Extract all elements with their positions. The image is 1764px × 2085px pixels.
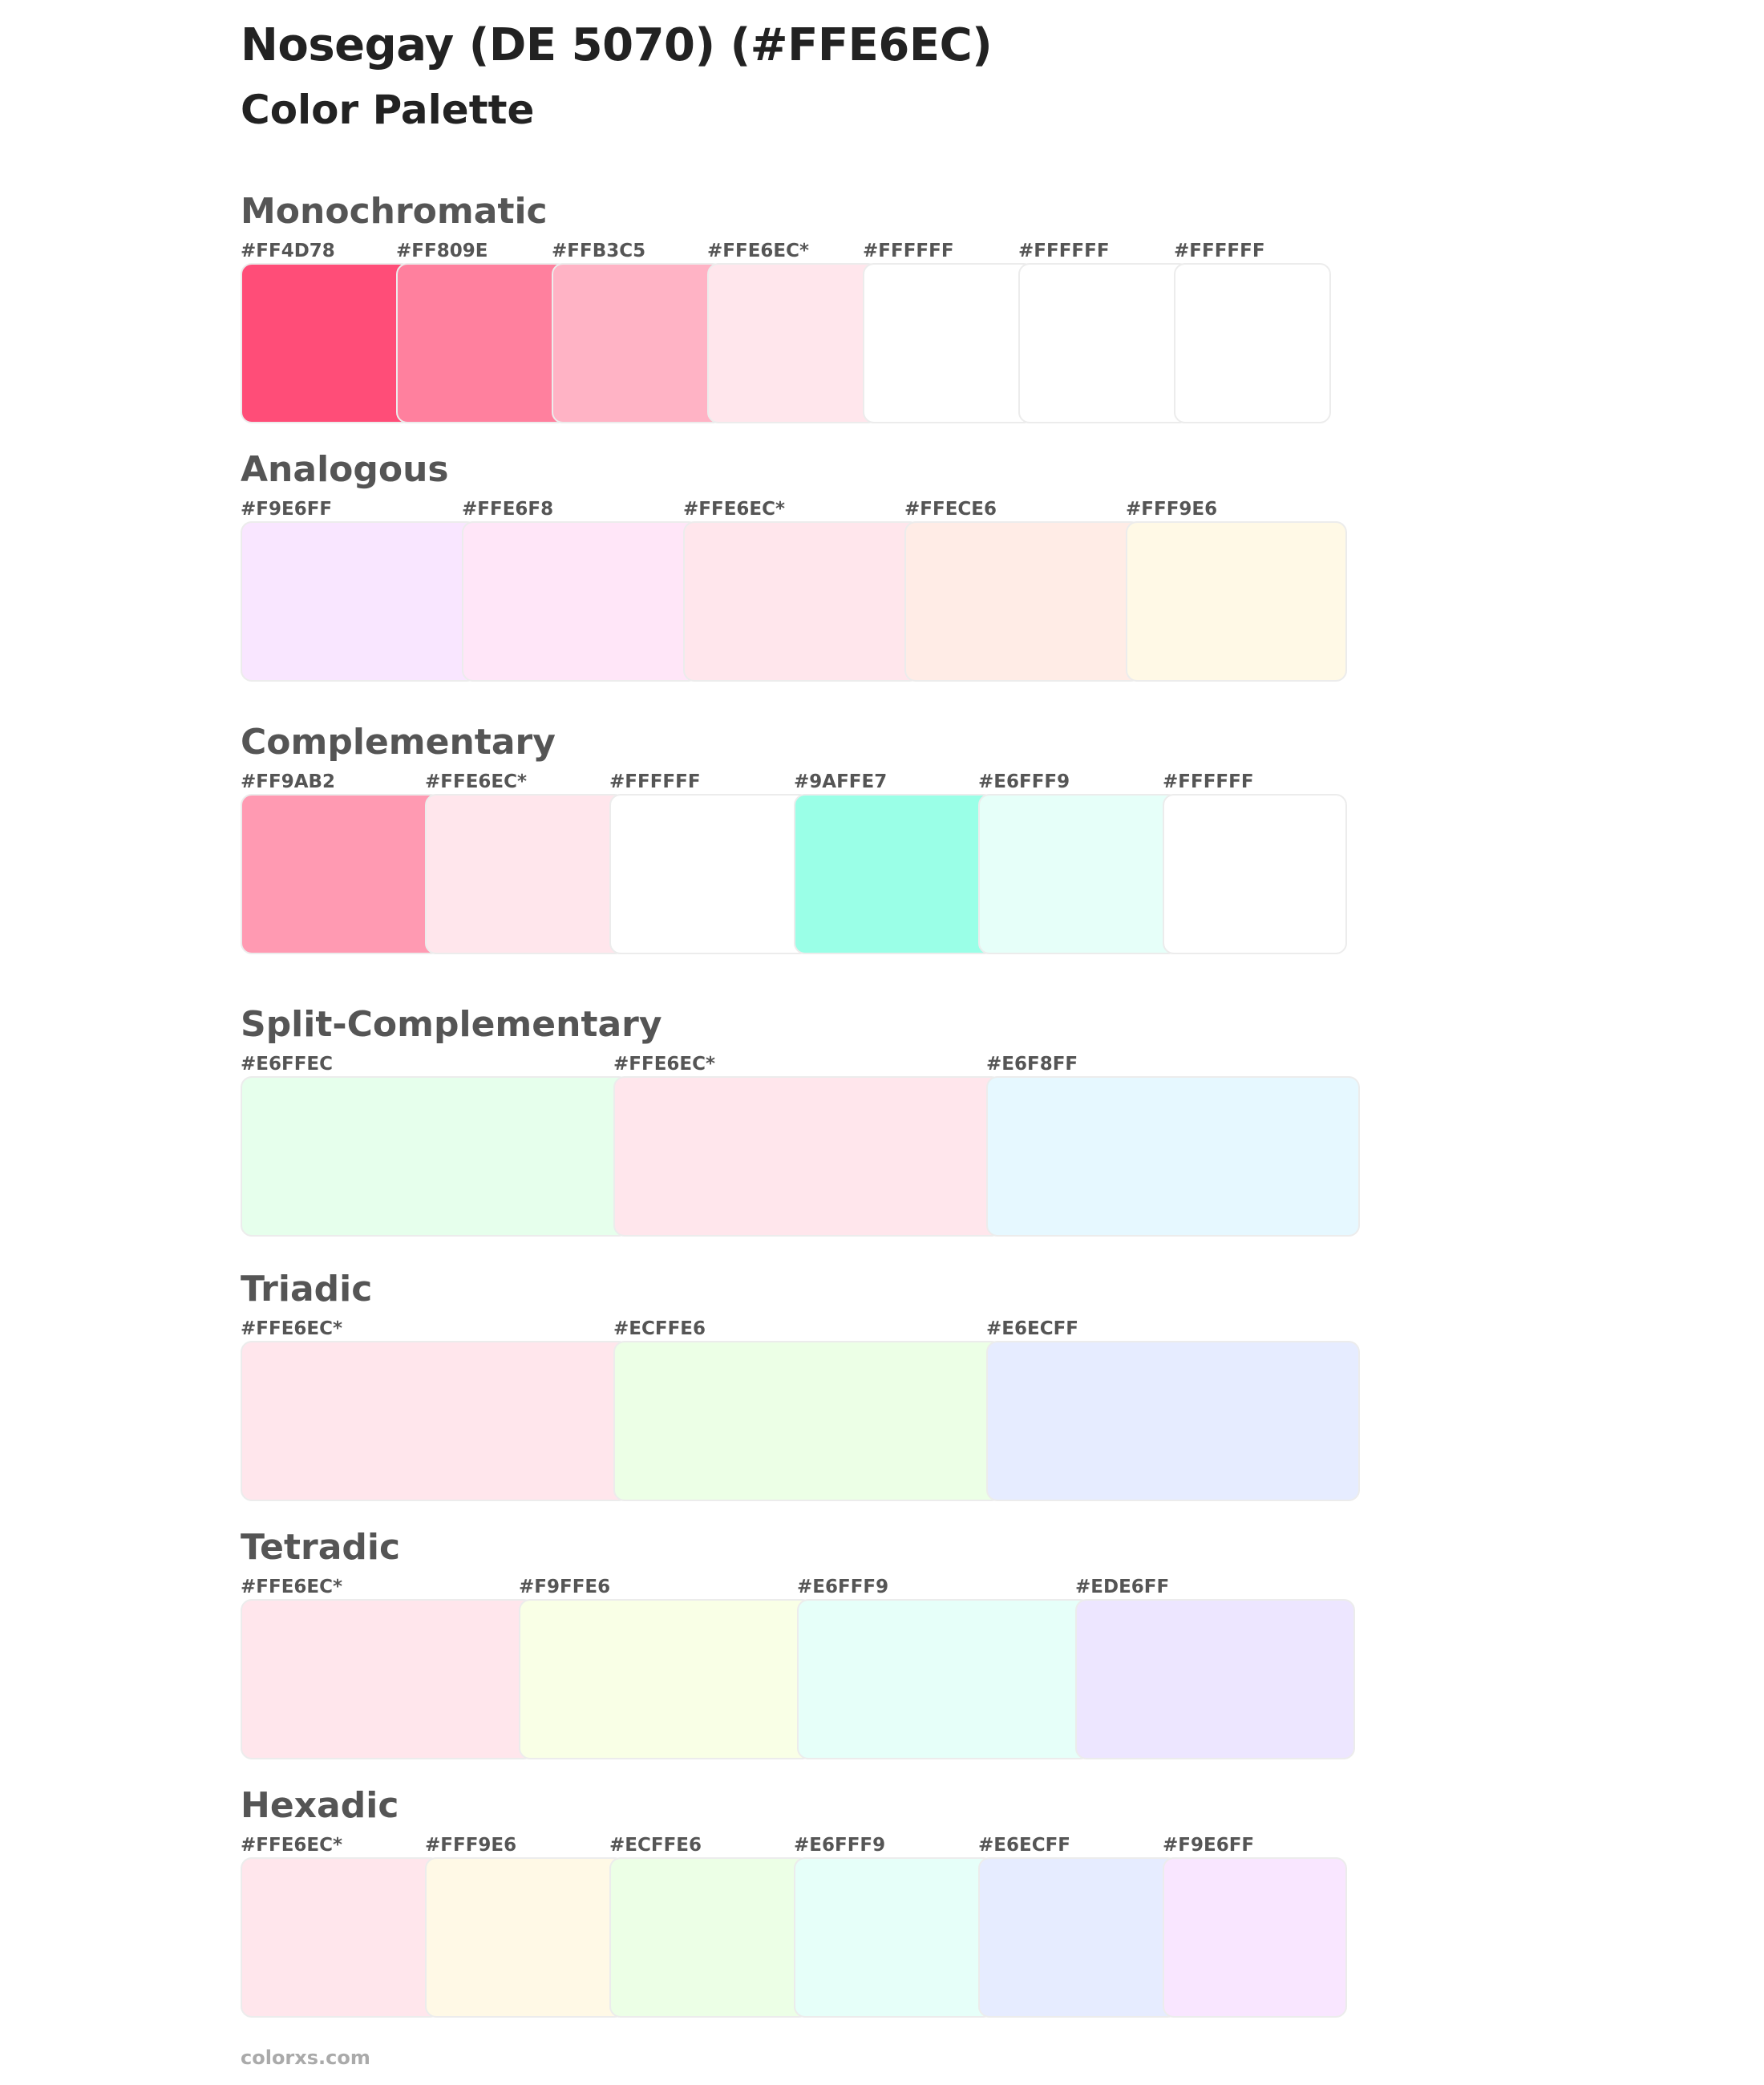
swatch-color-box[interactable] bbox=[1174, 263, 1331, 423]
swatch-hex-label: #E6F8FF bbox=[986, 1054, 1078, 1075]
swatch-hex-label: #E6FFF9 bbox=[978, 771, 1070, 792]
swatch-color-box[interactable] bbox=[794, 1857, 994, 2018]
swatch-hex-label: #E6FFF9 bbox=[797, 1577, 889, 1597]
swatch-color-box[interactable] bbox=[863, 263, 1034, 423]
swatch-color-box[interactable] bbox=[552, 263, 723, 423]
swatch-color-box[interactable] bbox=[1163, 794, 1347, 954]
swatch-hex-label: #FFF9E6 bbox=[425, 1835, 517, 1856]
swatch-color-box[interactable] bbox=[1163, 1857, 1347, 2018]
swatch-color-box[interactable] bbox=[425, 1857, 625, 2018]
section-title: Analogous bbox=[241, 449, 449, 490]
swatch-color-box[interactable] bbox=[986, 1076, 1360, 1237]
swatch-color-box[interactable] bbox=[462, 521, 699, 682]
swatch-hex-label: #FFFFFF bbox=[1174, 241, 1265, 261]
swatch-hex-label: #FFFFFF bbox=[863, 241, 954, 261]
swatch-color-box[interactable] bbox=[396, 263, 568, 423]
swatch-color-box[interactable] bbox=[978, 1857, 1179, 2018]
footer-link[interactable]: colorxs.com bbox=[241, 2047, 370, 2069]
swatch-color-box[interactable] bbox=[519, 1599, 813, 1759]
swatch-strip: #FFE6EC* #ECFFE6 #E6ECFF bbox=[241, 1318, 1360, 1511]
swatch-color-box[interactable] bbox=[1126, 521, 1347, 682]
swatch-color-box[interactable] bbox=[613, 1341, 1002, 1501]
swatch-hex-label: #FFE6EC* bbox=[613, 1054, 716, 1075]
swatch-strip: #E6FFEC #FFE6EC* #E6F8FF bbox=[241, 1054, 1360, 1246]
swatch-color-box[interactable] bbox=[241, 1857, 441, 2018]
swatch-color-box[interactable] bbox=[241, 794, 441, 954]
swatch-color-box[interactable] bbox=[986, 1341, 1360, 1501]
swatch-color-box[interactable] bbox=[241, 1341, 629, 1501]
swatch-color-box[interactable] bbox=[683, 521, 920, 682]
page-subtitle: Color Palette bbox=[241, 87, 535, 133]
swatch-color-box[interactable] bbox=[609, 794, 810, 954]
swatch-color-box[interactable] bbox=[904, 521, 1142, 682]
swatch-color-box[interactable] bbox=[794, 794, 994, 954]
section-title: Triadic bbox=[241, 1269, 373, 1310]
swatch-hex-label: #FFE6EC* bbox=[683, 499, 786, 520]
swatch-hex-label: #FF4D78 bbox=[241, 241, 335, 261]
swatch-color-box[interactable] bbox=[609, 1857, 810, 2018]
swatch-color-box[interactable] bbox=[425, 794, 625, 954]
swatch-hex-label: #FF809E bbox=[396, 241, 488, 261]
swatch-strip: #FF9AB2 #FFE6EC* #FFFFFF #9AFFE7 #E6FFF9 #FFF… bbox=[241, 771, 1347, 964]
swatch-hex-label: #E6FFF9 bbox=[794, 1835, 886, 1856]
swatch-hex-label: #FFE6EC* bbox=[425, 771, 528, 792]
swatch-hex-label: #FFE6EC* bbox=[241, 1577, 343, 1597]
swatch-hex-label: #FFE6EC* bbox=[707, 241, 810, 261]
swatch-color-box[interactable] bbox=[1075, 1599, 1355, 1759]
swatch-color-box[interactable] bbox=[1018, 263, 1190, 423]
swatch-hex-label: #FF9AB2 bbox=[241, 771, 336, 792]
swatch-hex-label: #F9FFE6 bbox=[519, 1577, 611, 1597]
swatch-hex-label: #FFE6F8 bbox=[462, 499, 554, 520]
swatch-color-box[interactable] bbox=[241, 1076, 629, 1237]
swatch-color-box[interactable] bbox=[978, 794, 1179, 954]
page-title: Nosegay (DE 5070) (#FFE6EC) bbox=[241, 19, 993, 71]
swatch-color-box[interactable] bbox=[241, 263, 412, 423]
swatch-color-box[interactable] bbox=[797, 1599, 1091, 1759]
swatch-hex-label: #FFE6EC* bbox=[241, 1318, 343, 1339]
swatch-hex-label: #E6ECFF bbox=[986, 1318, 1078, 1339]
swatch-hex-label: #EDE6FF bbox=[1075, 1577, 1170, 1597]
swatch-strip: #F9E6FF #FFE6F8 #FFE6EC* #FFECE6 #FFF9E6 bbox=[241, 499, 1347, 691]
swatch-strip: #FF4D78 #FF809E #FFB3C5 #FFE6EC* #FFFFFF #FFF… bbox=[241, 241, 1331, 433]
section-title: Split-Complementary bbox=[241, 1004, 662, 1045]
swatch-color-box[interactable] bbox=[707, 263, 879, 423]
swatch-hex-label: #FFFFFF bbox=[1018, 241, 1110, 261]
swatch-hex-label: #FFB3C5 bbox=[552, 241, 646, 261]
section-title: Hexadic bbox=[241, 1785, 399, 1826]
section-title: Complementary bbox=[241, 722, 556, 763]
swatch-strip: #FFE6EC* #FFF9E6 #ECFFE6 #E6FFF9 #E6ECFF #F9E… bbox=[241, 1835, 1347, 2027]
swatch-hex-label: #F9E6FF bbox=[1163, 1835, 1255, 1856]
swatch-hex-label: #F9E6FF bbox=[241, 499, 333, 520]
swatch-strip: #FFE6EC* #F9FFE6 #E6FFF9 #EDE6FF bbox=[241, 1577, 1355, 1769]
swatch-hex-label: #ECFFE6 bbox=[609, 1835, 702, 1856]
swatch-hex-label: #FFECE6 bbox=[904, 499, 997, 520]
swatch-hex-label: #ECFFE6 bbox=[613, 1318, 706, 1339]
swatch-hex-label: #E6ECFF bbox=[978, 1835, 1070, 1856]
swatch-hex-label: #FFE6EC* bbox=[241, 1835, 343, 1856]
swatch-hex-label: #FFF9E6 bbox=[1126, 499, 1218, 520]
swatch-color-box[interactable] bbox=[613, 1076, 1002, 1237]
section-title: Monochromatic bbox=[241, 191, 548, 232]
swatch-hex-label: #FFFFFF bbox=[609, 771, 701, 792]
swatch-hex-label: #FFFFFF bbox=[1163, 771, 1254, 792]
swatch-hex-label: #9AFFE7 bbox=[794, 771, 888, 792]
swatch-color-box[interactable] bbox=[241, 521, 478, 682]
swatch-hex-label: #E6FFEC bbox=[241, 1054, 333, 1075]
swatch-color-box[interactable] bbox=[241, 1599, 535, 1759]
section-title: Tetradic bbox=[241, 1527, 401, 1568]
